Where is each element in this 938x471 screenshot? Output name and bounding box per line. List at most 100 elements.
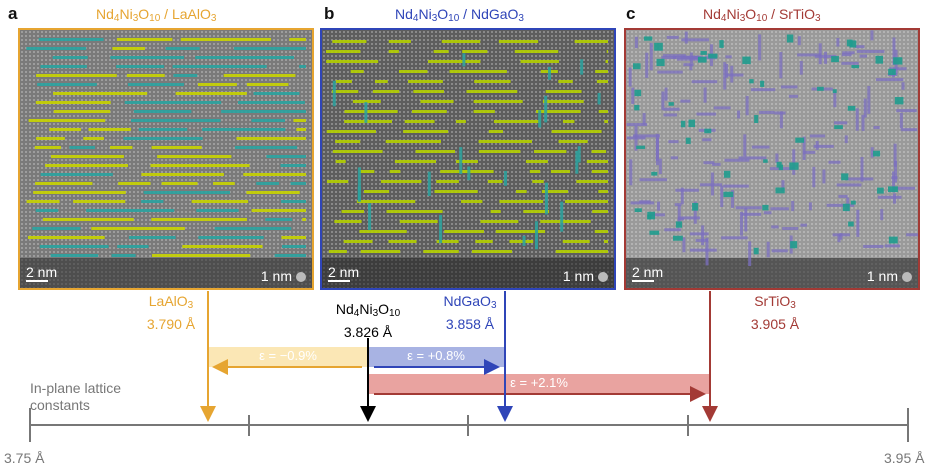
intergrowth-patch [846, 39, 853, 47]
fft-dot-icon [902, 272, 912, 282]
intergrowth-stripe [40, 65, 87, 68]
intergrowth-stripe [38, 38, 104, 41]
intergrowth-segment [730, 65, 734, 83]
intergrowth-stripe [536, 110, 581, 113]
intergrowth-segment [780, 85, 798, 89]
intergrowth-stripe [514, 50, 559, 53]
intergrowth-segment [877, 195, 902, 199]
intergrowth-stripe [413, 90, 444, 93]
intergrowth-segment [771, 249, 788, 253]
intergrowth-segment [649, 213, 665, 217]
intergrowth-stripe [182, 245, 263, 248]
intergrowth-segment [788, 94, 798, 98]
intergrowth-stripe [328, 250, 347, 253]
intergrowth-segment [884, 244, 900, 248]
axis-max-label: 3.95 Å [884, 450, 925, 466]
intergrowth-stripe [289, 38, 306, 41]
intergrowth-segment [750, 88, 776, 92]
intergrowth-segment [332, 80, 336, 107]
intergrowth-patch [634, 104, 640, 111]
intergrowth-stripe [564, 200, 608, 203]
intergrowth-segment [357, 167, 361, 202]
intergrowth-segment [731, 190, 735, 208]
intergrowth-segment [703, 87, 707, 103]
intergrowth-segment [737, 110, 741, 119]
intergrowth-segment [683, 63, 694, 67]
intergrowth-segment [815, 140, 819, 150]
intergrowth-segment [800, 223, 807, 227]
intergrowth-patch [875, 55, 884, 64]
intergrowth-stripe [302, 218, 306, 221]
intergrowth-stripe [592, 210, 608, 213]
intergrowth-stripe [293, 119, 306, 122]
intergrowth-patch [832, 89, 837, 94]
intergrowth-stripe [88, 128, 131, 131]
intergrowth-stripe [326, 50, 361, 53]
intergrowth-segment [631, 87, 635, 105]
intergrowth-segment [658, 158, 662, 175]
intergrowth-stripe [246, 191, 300, 194]
intergrowth-stripe [49, 128, 81, 131]
intergrowth-stripe [436, 180, 459, 183]
intergrowth-stripe [233, 47, 306, 50]
intergrowth-segment [859, 54, 867, 58]
intergrowth-stripe [490, 210, 501, 213]
intergrowth-stripe [562, 120, 575, 123]
intergrowth-stripe [386, 210, 443, 213]
intergrowth-segment [628, 67, 632, 87]
intergrowth-stripe [50, 155, 124, 158]
intergrowth-stripe [598, 190, 608, 193]
intergrowth-segment [899, 112, 903, 129]
intergrowth-stripe [420, 100, 454, 103]
intergrowth-segment [577, 146, 581, 163]
intergrowth-segment [560, 201, 564, 232]
intergrowth-stripe [124, 101, 222, 104]
intergrowth-stripe [123, 137, 203, 140]
intergrowth-segment [741, 212, 762, 216]
intergrowth-stripe [604, 120, 608, 123]
intergrowth-patch [672, 235, 683, 241]
intergrowth-patch [723, 191, 734, 198]
intergrowth-segment [743, 134, 747, 157]
intergrowth-segment [689, 232, 709, 236]
intergrowth-stripe [33, 191, 126, 194]
intergrowth-segment [657, 70, 683, 74]
intergrowth-segment [630, 201, 655, 205]
intergrowth-segment [364, 102, 368, 123]
intergrowth-stripe [475, 240, 493, 243]
intergrowth-stripe [221, 110, 306, 113]
intergrowth-segment [739, 211, 743, 236]
intergrowth-stripe [52, 56, 88, 59]
intergrowth-segment [634, 36, 638, 49]
intergrowth-stripe [555, 250, 608, 253]
intergrowth-stripe [344, 110, 398, 113]
intergrowth-segment [713, 106, 731, 110]
intergrowth-stripe [213, 182, 235, 185]
intergrowth-segment [649, 43, 653, 71]
intergrowth-segment [837, 234, 841, 243]
intergrowth-segment [467, 166, 471, 181]
intergrowth-stripe [274, 254, 306, 257]
intergrowth-segment [863, 98, 867, 118]
intergrowth-stripe [251, 209, 306, 212]
intergrowth-segment [892, 37, 896, 65]
intergrowth-stripe [523, 210, 550, 213]
intergrowth-segment [427, 171, 431, 197]
intergrowth-segment [855, 108, 859, 131]
intergrowth-stripe [282, 245, 306, 248]
intergrowth-segment [462, 53, 466, 67]
intergrowth-stripe [372, 90, 400, 93]
intergrowth-stripe [196, 209, 239, 212]
intergrowth-stripe [399, 220, 438, 223]
intergrowth-patch [775, 187, 785, 194]
intergrowth-stripe [388, 50, 399, 53]
intergrowth-segment [597, 92, 601, 105]
intergrowth-stripe [53, 92, 148, 95]
intergrowth-stripe [478, 140, 532, 143]
intergrowth-stripe [394, 160, 437, 163]
intergrowth-stripe [380, 180, 422, 183]
intergrowth-stripe [253, 92, 300, 95]
intergrowth-segment [681, 38, 710, 42]
intergrowth-patch [893, 57, 903, 65]
intergrowth-stripe [195, 56, 295, 59]
